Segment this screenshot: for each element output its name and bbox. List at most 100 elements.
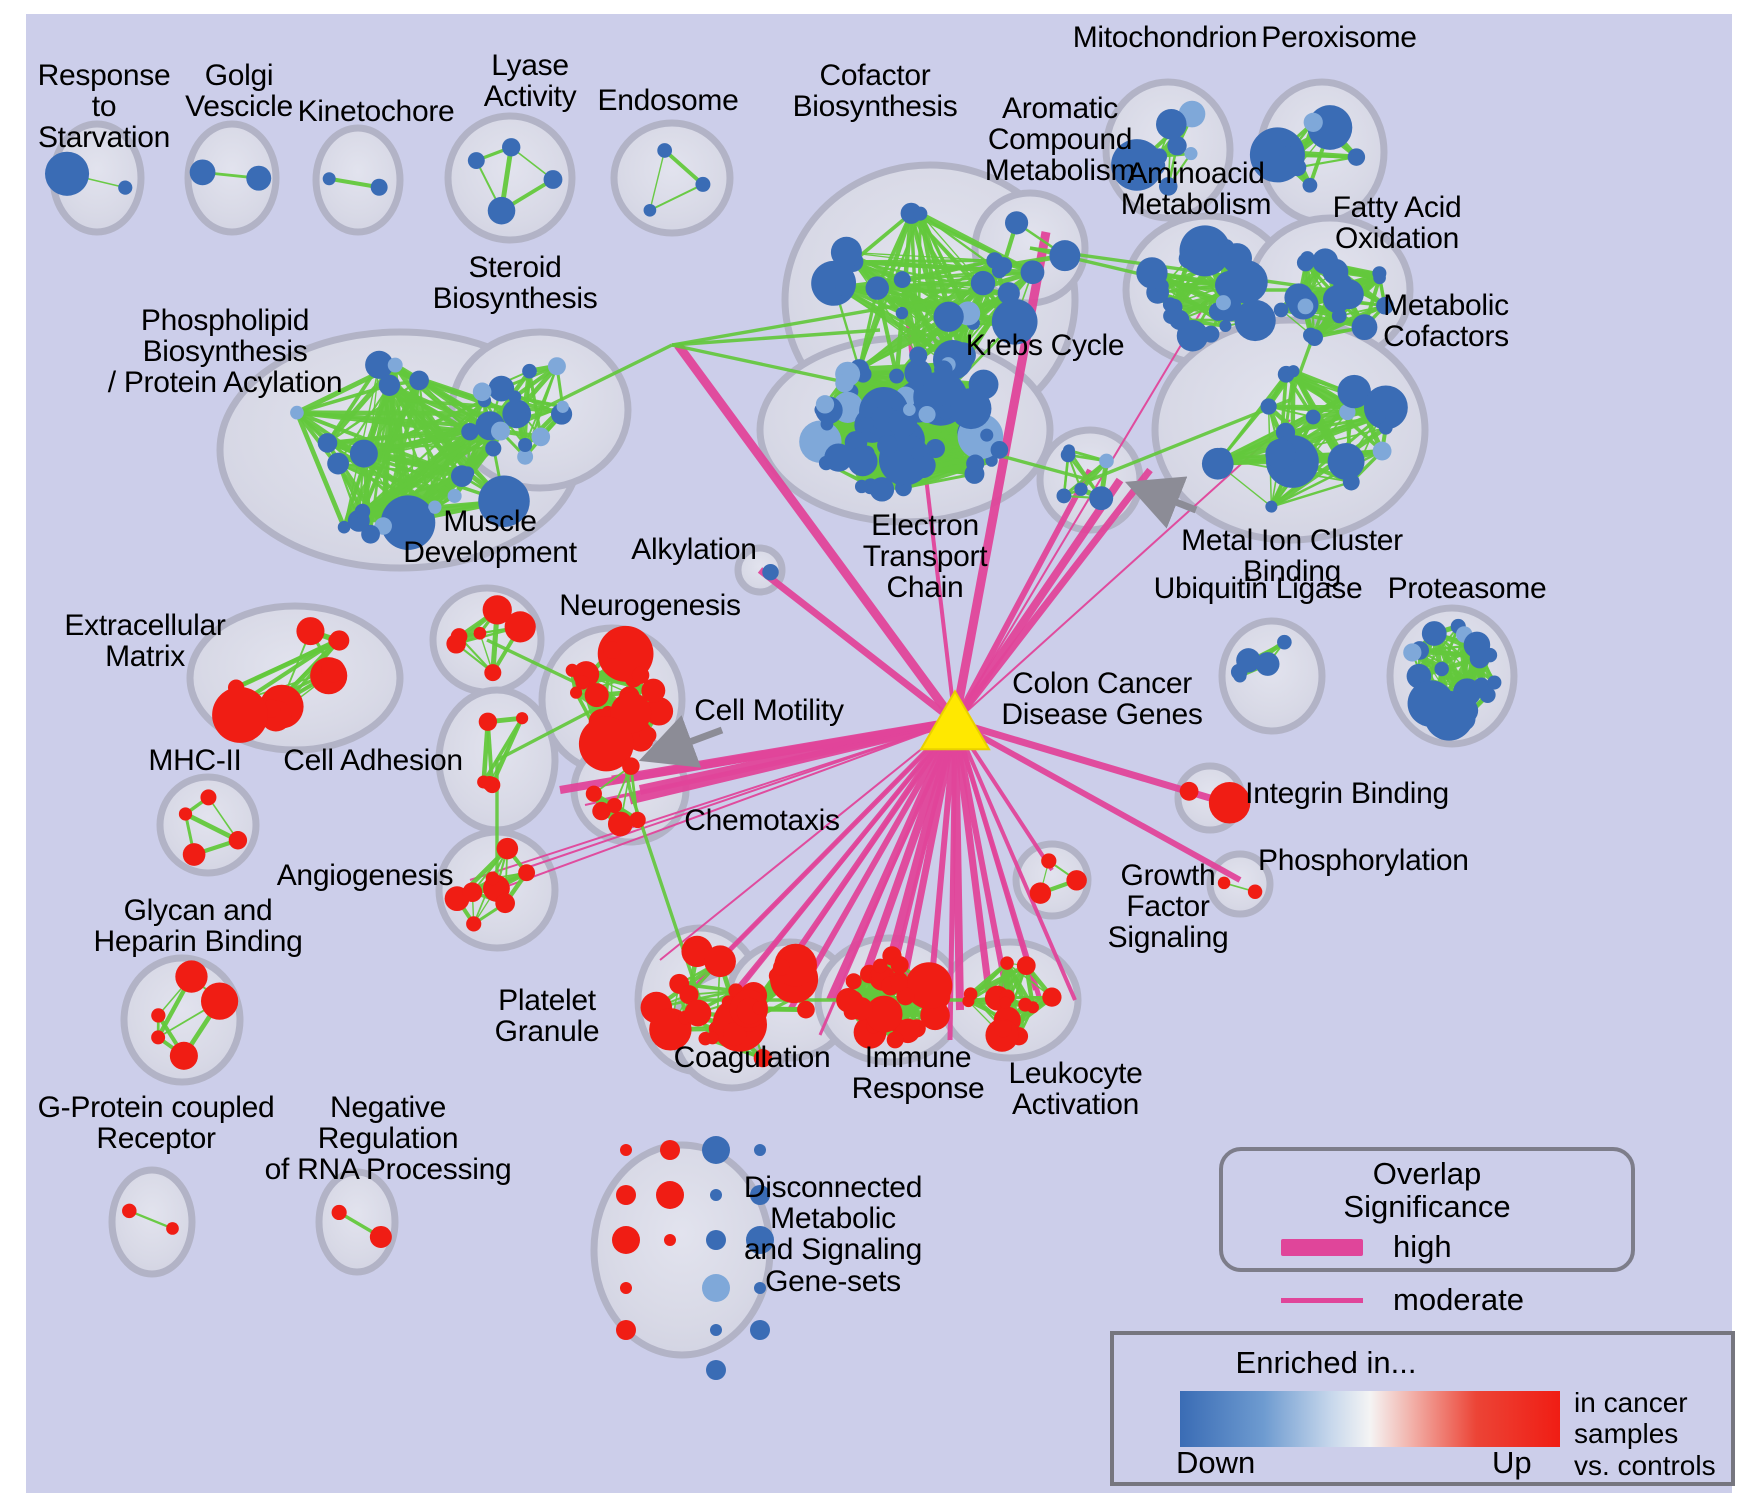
gene-set-node[interactable] <box>607 811 633 837</box>
gene-set-node[interactable] <box>889 368 905 384</box>
gene-set-node[interactable] <box>1062 444 1075 457</box>
gene-set-node[interactable] <box>472 382 492 402</box>
colon-cancer-hub-triangle[interactable] <box>919 689 991 751</box>
gene-set-node[interactable] <box>175 960 208 993</box>
gene-set-node[interactable] <box>706 1031 719 1045</box>
gene-set-node[interactable] <box>327 452 350 475</box>
gene-set-node[interactable] <box>1247 884 1263 899</box>
gene-set-node[interactable] <box>888 408 918 438</box>
gene-set-node[interactable] <box>1217 876 1231 890</box>
gene-set-node[interactable] <box>1234 299 1276 342</box>
gene-set-node[interactable] <box>212 687 268 743</box>
gene-set-node[interactable] <box>228 831 248 850</box>
gene-set-node[interactable] <box>1167 136 1187 156</box>
gene-set-node[interactable] <box>482 595 512 625</box>
gene-set-node[interactable] <box>980 428 994 442</box>
gene-set-node[interactable] <box>473 626 487 640</box>
gene-set-node[interactable] <box>369 1225 392 1248</box>
gene-set-node[interactable] <box>1351 314 1378 341</box>
gene-set-node[interactable] <box>361 524 380 544</box>
gene-set-node[interactable] <box>1056 488 1072 504</box>
gene-set-node[interactable] <box>904 359 932 387</box>
gene-set-node[interactable] <box>328 633 344 649</box>
gene-set-node[interactable] <box>903 403 916 416</box>
gene-set-node[interactable] <box>722 1021 747 1046</box>
gene-set-node[interactable] <box>151 1030 166 1045</box>
gene-set-node[interactable] <box>1000 956 1014 970</box>
gene-set-node[interactable] <box>1041 853 1057 869</box>
gene-set-node[interactable] <box>1434 661 1449 677</box>
gene-set-node[interactable] <box>877 434 898 456</box>
gene-set-node[interactable] <box>835 373 854 393</box>
gene-set-node[interactable] <box>166 1222 179 1235</box>
gene-set-node[interactable] <box>938 404 954 420</box>
gene-set-node[interactable] <box>1111 139 1163 191</box>
gene-set-node[interactable] <box>370 178 388 196</box>
gene-set-node[interactable] <box>762 563 779 581</box>
gene-set-node[interactable] <box>854 479 869 494</box>
gene-set-node[interactable] <box>950 388 992 430</box>
gene-set-node[interactable] <box>1296 253 1315 272</box>
gene-set-node[interactable] <box>584 683 609 708</box>
gene-set-node[interactable] <box>1208 782 1251 824</box>
gene-set-node[interactable] <box>684 999 712 1027</box>
gene-set-node[interactable] <box>1221 243 1252 274</box>
gene-set-node[interactable] <box>994 257 1013 275</box>
gene-set-node[interactable] <box>200 789 217 806</box>
gene-set-node[interactable] <box>508 390 522 404</box>
gene-set-node[interactable] <box>378 374 401 396</box>
gene-set-node[interactable] <box>1099 453 1114 469</box>
gene-set-node[interactable] <box>504 611 536 643</box>
gene-set-node[interactable] <box>1049 240 1081 272</box>
gene-set-node[interactable] <box>169 1041 198 1070</box>
gene-set-node[interactable] <box>1372 441 1392 461</box>
gene-set-node[interactable] <box>1265 500 1278 513</box>
gene-set-node[interactable] <box>44 151 90 196</box>
gene-set-node[interactable] <box>450 465 473 487</box>
gene-set-node[interactable] <box>890 974 908 992</box>
gene-set-node[interactable] <box>679 985 699 1005</box>
gene-set-node[interactable] <box>1089 486 1114 511</box>
gene-set-node[interactable] <box>151 1008 166 1023</box>
gene-set-node[interactable] <box>641 678 666 703</box>
gene-set-node[interactable] <box>322 172 336 186</box>
gene-set-node[interactable] <box>865 995 903 1033</box>
gene-set-node[interactable] <box>1178 248 1199 269</box>
gene-set-node[interactable] <box>706 1360 726 1380</box>
gene-set-node[interactable] <box>585 785 602 802</box>
gene-set-node[interactable] <box>1305 409 1321 425</box>
gene-set-node[interactable] <box>1407 680 1455 727</box>
gene-set-node[interactable] <box>1179 781 1199 801</box>
gene-set-node[interactable] <box>815 395 835 414</box>
gene-set-node[interactable] <box>1215 295 1231 311</box>
gene-set-node[interactable] <box>1482 647 1498 663</box>
gene-set-node[interactable] <box>616 1320 636 1340</box>
gene-set-node[interactable] <box>616 1185 636 1205</box>
gene-set-node[interactable] <box>710 1189 722 1201</box>
gene-set-node[interactable] <box>994 1019 1012 1038</box>
gene-set-node[interactable] <box>1236 648 1261 673</box>
gene-set-node[interactable] <box>570 686 583 699</box>
gene-set-node[interactable] <box>522 363 537 379</box>
gene-set-node[interactable] <box>496 837 519 860</box>
gene-set-node[interactable] <box>990 440 1009 459</box>
gene-set-node[interactable] <box>1215 271 1244 300</box>
gene-set-node[interactable] <box>1312 248 1339 275</box>
gene-set-node[interactable] <box>1255 652 1280 676</box>
gene-set-node[interactable] <box>773 958 790 976</box>
gene-set-node[interactable] <box>1219 319 1232 332</box>
gene-set-node[interactable] <box>752 1001 767 1015</box>
gene-set-node[interactable] <box>516 712 529 725</box>
gene-set-node[interactable] <box>970 270 996 296</box>
gene-set-node[interactable] <box>706 1230 726 1250</box>
gene-set-node[interactable] <box>1162 297 1178 312</box>
gene-set-node[interactable] <box>1265 438 1296 470</box>
gene-set-node[interactable] <box>543 170 563 189</box>
gene-set-node[interactable] <box>643 203 657 217</box>
gene-set-node[interactable] <box>1277 634 1292 650</box>
gene-set-node[interactable] <box>657 143 673 158</box>
gene-set-node[interactable] <box>750 1185 770 1205</box>
gene-set-node[interactable] <box>865 276 889 300</box>
gene-set-node[interactable] <box>910 446 925 460</box>
gene-set-node[interactable] <box>349 439 378 468</box>
